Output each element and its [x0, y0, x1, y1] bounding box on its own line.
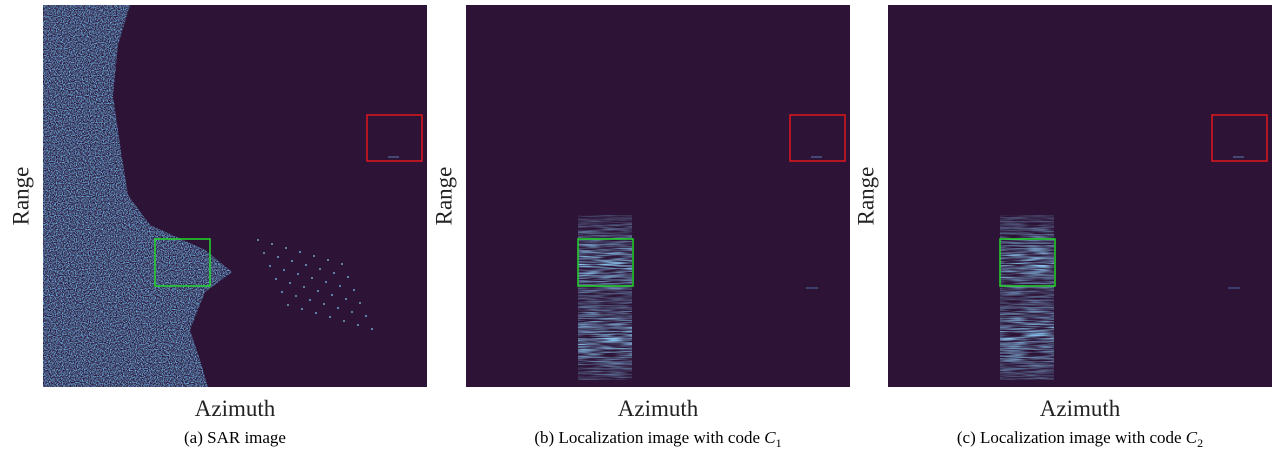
- target-dot: [319, 268, 321, 270]
- panel: Range Azimuth (a) SAR image: [8, 5, 427, 447]
- x-axis-label: Azimuth: [618, 396, 699, 421]
- caption-symbol: C: [1186, 428, 1198, 447]
- y-axis-label: Range: [853, 167, 878, 226]
- caption: (a) SAR image: [184, 428, 286, 447]
- target-dot: [325, 281, 327, 283]
- target-dot: [341, 263, 343, 265]
- y-axis-label: Range: [8, 167, 33, 226]
- target-dot: [359, 302, 361, 304]
- target-dot: [327, 259, 329, 261]
- caption-symbol: C: [764, 428, 776, 447]
- figure: Range Azimuth (a) SAR image Range Azimuth (b)…: [0, 0, 1272, 451]
- target-dot: [305, 264, 307, 266]
- target-dot: [329, 316, 331, 318]
- target-dot: [297, 273, 299, 275]
- caption-text: (a) SAR image: [184, 428, 286, 447]
- panel: Range Azimuth (b) Localization image with …: [431, 5, 850, 450]
- x-axis-label: Azimuth: [195, 396, 276, 421]
- target-dot: [277, 256, 279, 258]
- target-dot: [317, 290, 319, 292]
- target-dot: [285, 247, 287, 249]
- target-dot: [315, 312, 317, 314]
- y-axis-label: Range: [431, 167, 456, 226]
- target-dot: [353, 289, 355, 291]
- target-dot: [357, 324, 359, 326]
- caption-text: (c) Localization image with code: [957, 428, 1186, 447]
- target-dot: [339, 285, 341, 287]
- target-dot: [269, 265, 271, 267]
- target-dot: [323, 303, 325, 305]
- image-background: [888, 5, 1272, 387]
- target-dot: [309, 299, 311, 301]
- panel: Range Azimuth (c) Localization image with …: [853, 5, 1272, 450]
- target-dot: [343, 320, 345, 322]
- target-dot: [365, 315, 367, 317]
- image-background: [466, 5, 850, 387]
- caption: (c) Localization image with code C2: [957, 428, 1203, 450]
- target-dot: [301, 308, 303, 310]
- target-dot: [291, 260, 293, 262]
- target-dot: [257, 239, 259, 241]
- caption-subscript: 1: [776, 436, 782, 450]
- target-dot: [287, 304, 289, 306]
- target-dot: [289, 282, 291, 284]
- target-dot: [271, 243, 273, 245]
- target-dot: [333, 272, 335, 274]
- target-dot: [263, 252, 265, 254]
- target-dot: [345, 298, 347, 300]
- target-dot: [283, 269, 285, 271]
- target-dot: [313, 255, 315, 257]
- target-dot: [331, 294, 333, 296]
- target-dot: [311, 277, 313, 279]
- target-dot: [351, 311, 353, 313]
- target-dot: [281, 291, 283, 293]
- target-dot: [295, 295, 297, 297]
- caption-text: (b) Localization image with code: [534, 428, 764, 447]
- caption-subscript: 2: [1197, 436, 1203, 450]
- target-dot: [299, 251, 301, 253]
- x-axis-label: Azimuth: [1040, 396, 1121, 421]
- target-dot: [303, 286, 305, 288]
- target-dot: [371, 328, 373, 330]
- caption: (b) Localization image with code C1: [534, 428, 781, 450]
- target-dot: [347, 276, 349, 278]
- target-dot: [337, 307, 339, 309]
- target-dot: [275, 278, 277, 280]
